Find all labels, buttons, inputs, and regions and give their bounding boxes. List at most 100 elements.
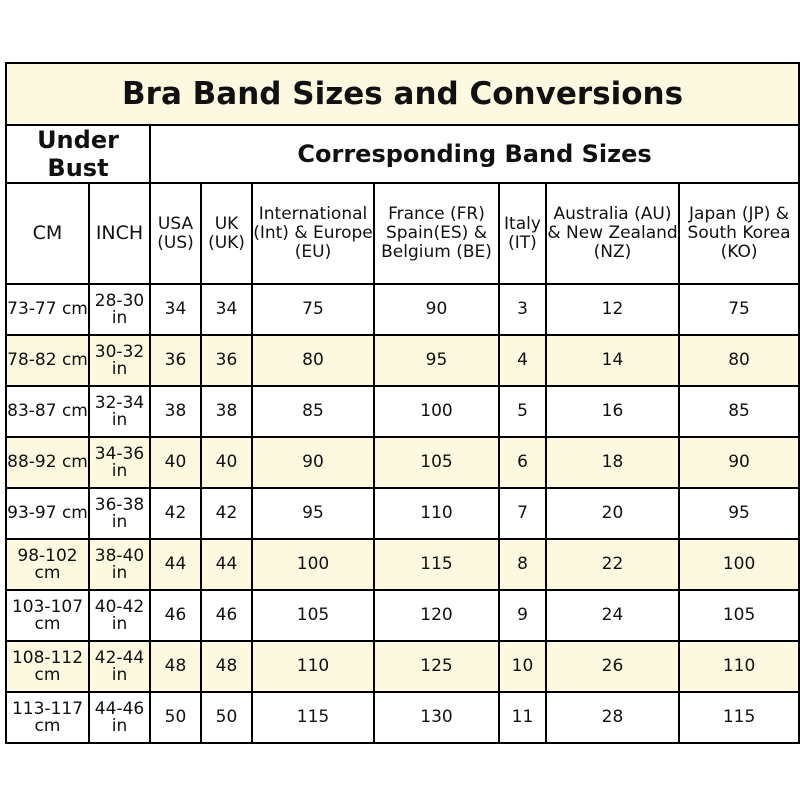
table-cell: 36 [200, 334, 253, 387]
table-cell: 48 [149, 640, 202, 693]
table-cell: 105 [251, 589, 375, 642]
table-cell: 12 [545, 283, 680, 336]
table-cell: 80 [251, 334, 375, 387]
column-header: France (FR) Spain(ES) & Belgium (BE) [373, 182, 500, 285]
table-row: 83-87 cm 32-34 in 38 38 85 100 5 16 85 [5, 385, 800, 438]
table-cell: 108-112 cm [5, 640, 90, 693]
table-cell: 103-107 cm [5, 589, 90, 642]
table-cell: 100 [677, 538, 800, 591]
table-cell: 46 [200, 589, 253, 642]
table-cell: 88-92 cm [5, 436, 90, 489]
table-cell: 93-97 cm [5, 487, 90, 540]
table-cell: 8 [498, 538, 547, 591]
table-cell: 46 [149, 589, 202, 642]
table-cell: 3 [498, 283, 547, 336]
table-cell: 130 [373, 691, 500, 744]
table-cell: 30-32 in [88, 334, 151, 387]
table-cell: 14 [545, 334, 680, 387]
table-row: 113-117 cm 44-46 in 50 50 115 130 11 28 115 [5, 691, 800, 744]
table-cell: 36-38 in [88, 487, 151, 540]
table-cell: 115 [251, 691, 375, 744]
table-cell: 40 [200, 436, 253, 489]
table-cell: 95 [677, 487, 800, 540]
column-header: INCH [88, 182, 151, 285]
table-cell: 34 [149, 283, 202, 336]
column-header: UK (UK) [200, 182, 253, 285]
table-cell: 90 [251, 436, 375, 489]
table-cell: 120 [373, 589, 500, 642]
table-cell: 100 [373, 385, 500, 438]
table-cell: 6 [498, 436, 547, 489]
table-cell: 40-42 in [88, 589, 151, 642]
band-size-table: Bra Band Sizes and Conversions Under Bus… [4, 62, 800, 744]
column-header: CM [5, 182, 90, 285]
table-cell: 75 [677, 283, 800, 336]
column-header: International (Int) & Europe (EU) [251, 182, 375, 285]
table-cell: 115 [373, 538, 500, 591]
table-cell: 44 [200, 538, 253, 591]
table-cell: 78-82 cm [5, 334, 90, 387]
band-sizes-header: Corresponding Band Sizes [148, 124, 800, 184]
table-cell: 83-87 cm [5, 385, 90, 438]
table-cell: 125 [373, 640, 500, 693]
table-cell: 98-102 cm [5, 538, 90, 591]
table-row: 103-107 cm 40-42 in 46 46 105 120 9 24 105 [5, 589, 800, 642]
table-cell: 85 [251, 385, 375, 438]
table-cell: 34-36 in [88, 436, 151, 489]
table-cell: 48 [200, 640, 253, 693]
table-cell: 80 [677, 334, 800, 387]
table-cell: 11 [498, 691, 547, 744]
table-cell: 18 [545, 436, 680, 489]
table-cell: 9 [498, 589, 547, 642]
table-cell: 44 [149, 538, 202, 591]
table-cell: 32-34 in [88, 385, 151, 438]
table-row: 98-102 cm 38-40 in 44 44 100 115 8 22 100 [5, 538, 800, 591]
table-cell: 42 [149, 487, 202, 540]
table-cell: 50 [200, 691, 253, 744]
table-cell: 36 [149, 334, 202, 387]
table-cell: 5 [498, 385, 547, 438]
table-cell: 22 [545, 538, 680, 591]
table-cell: 26 [545, 640, 680, 693]
table-cell: 100 [251, 538, 375, 591]
table-row: 73-77 cm 28-30 in 34 34 75 90 3 12 75 [5, 283, 800, 336]
table-cell: 90 [677, 436, 800, 489]
column-header: Italy (IT) [498, 182, 547, 285]
column-header: USA (US) [149, 182, 202, 285]
table-cell: 7 [498, 487, 547, 540]
table-cell: 113-117 cm [5, 691, 90, 744]
table-cell: 95 [373, 334, 500, 387]
table-cell: 10 [498, 640, 547, 693]
column-header: Japan (JP) & South Korea (KO) [677, 182, 800, 285]
table-row: 78-82 cm 30-32 in 36 36 80 95 4 14 80 [5, 334, 800, 387]
table-cell: 40 [149, 436, 202, 489]
table-cell: 110 [373, 487, 500, 540]
table-cell: 50 [149, 691, 202, 744]
table-cell: 38 [149, 385, 202, 438]
table-cell: 42 [200, 487, 253, 540]
table-row: 88-92 cm 34-36 in 40 40 90 105 6 18 90 [5, 436, 800, 489]
table-cell: 24 [545, 589, 680, 642]
table-cell: 105 [677, 589, 800, 642]
table-cell: 73-77 cm [5, 283, 90, 336]
table-cell: 28 [545, 691, 680, 744]
column-header: Australia (AU) & New Zealand (NZ) [545, 182, 680, 285]
under-bust-header: Under Bust [5, 124, 151, 184]
table-cell: 38 [200, 385, 253, 438]
table-title: Bra Band Sizes and Conversions [4, 62, 800, 126]
table-cell: 110 [251, 640, 375, 693]
table-row: 108-112 cm 42-44 in 48 48 110 125 10 26 110 [5, 640, 800, 693]
table-cell: 95 [251, 487, 375, 540]
table-cell: 105 [373, 436, 500, 489]
table-cell: 4 [498, 334, 547, 387]
table-cell: 85 [677, 385, 800, 438]
table-cell: 44-46 in [88, 691, 151, 744]
table-cell: 115 [677, 691, 800, 744]
table-cell: 42-44 in [88, 640, 151, 693]
table-cell: 110 [677, 640, 800, 693]
table-row: 93-97 cm 36-38 in 42 42 95 110 7 20 95 [5, 487, 800, 540]
table-cell: 38-40 in [88, 538, 151, 591]
table-cell: 90 [373, 283, 500, 336]
table-cell: 28-30 in [88, 283, 151, 336]
table-cell: 16 [545, 385, 680, 438]
